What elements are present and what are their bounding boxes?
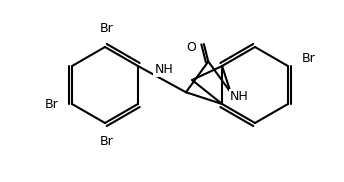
Text: Br: Br xyxy=(44,98,58,110)
Text: Br: Br xyxy=(302,52,316,64)
Text: Br: Br xyxy=(100,135,114,148)
Text: NH: NH xyxy=(230,90,249,104)
Text: Br: Br xyxy=(100,22,114,35)
Text: O: O xyxy=(186,41,196,54)
Text: NH: NH xyxy=(154,63,173,76)
